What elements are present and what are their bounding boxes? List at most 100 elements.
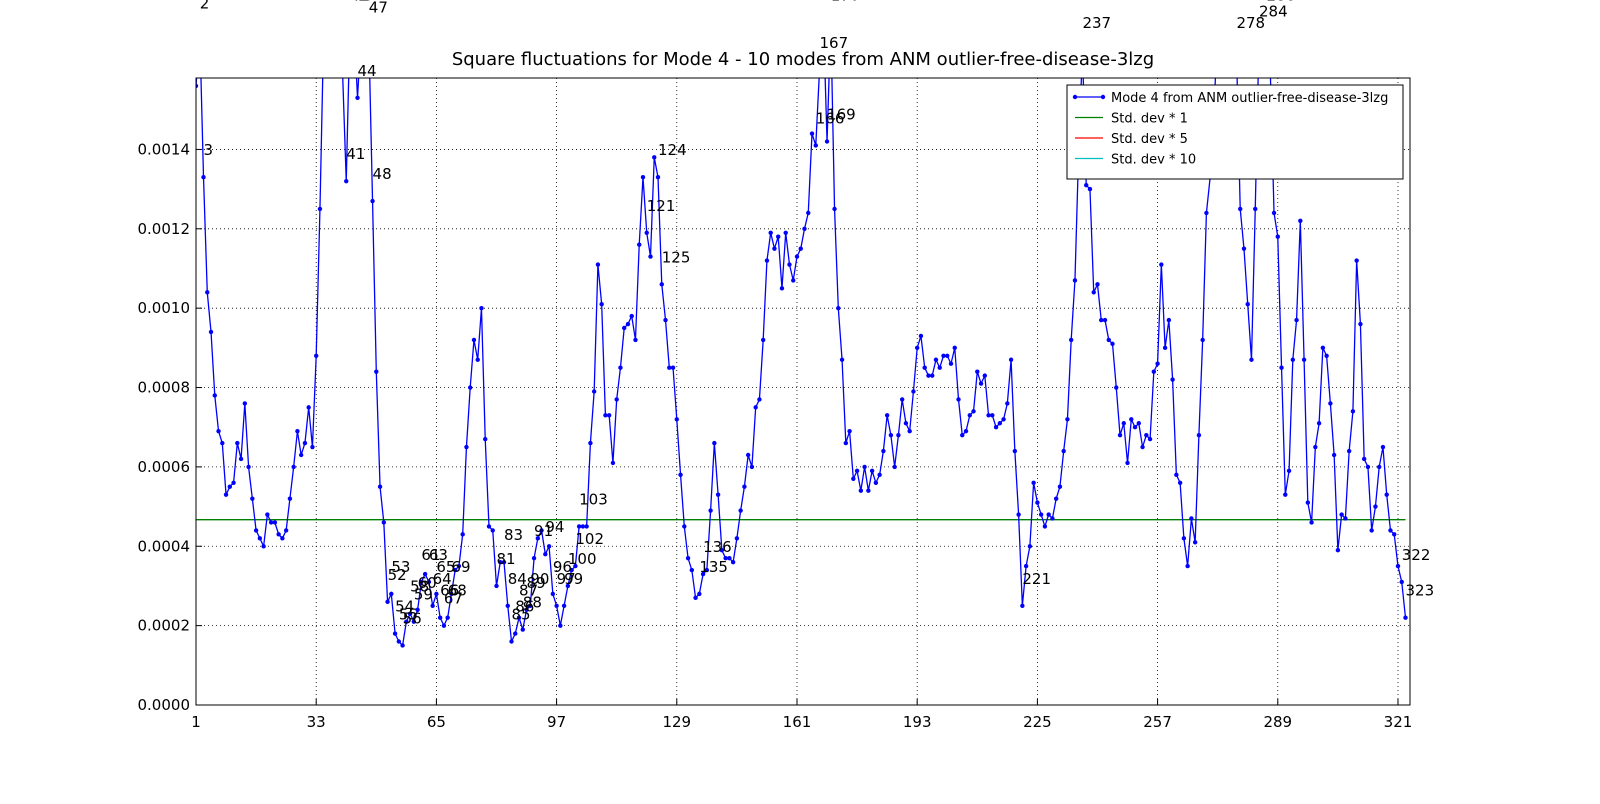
data-point xyxy=(764,258,770,263)
data-point xyxy=(1223,28,1227,32)
data-point xyxy=(595,262,601,267)
data-point xyxy=(389,591,394,597)
y-tick-label: 0.0012 xyxy=(138,220,191,238)
point-annotation: 125 xyxy=(662,248,691,266)
data-point xyxy=(659,282,664,287)
data-point xyxy=(220,440,225,446)
data-point xyxy=(824,139,830,144)
data-point xyxy=(580,524,586,529)
point-annotation: 121 xyxy=(647,197,676,215)
data-point xyxy=(1369,528,1374,533)
data-point xyxy=(494,583,499,589)
data-point xyxy=(926,373,931,378)
point-annotation: 89 xyxy=(527,574,546,592)
data-point xyxy=(205,290,210,295)
data-point xyxy=(1309,520,1314,525)
data-point xyxy=(471,337,477,343)
data-point xyxy=(1231,28,1235,32)
point-annotation: 61 xyxy=(421,546,440,564)
data-point xyxy=(509,639,514,644)
data-point xyxy=(1361,456,1367,462)
data-point xyxy=(1294,317,1299,323)
data-point xyxy=(381,520,387,525)
data-point xyxy=(881,448,886,454)
data-point xyxy=(1215,28,1219,32)
data-point xyxy=(1354,258,1359,263)
data-point xyxy=(1140,444,1145,450)
data-point xyxy=(1324,353,1329,358)
data-point xyxy=(1114,385,1119,390)
data-point xyxy=(591,389,597,394)
data-point xyxy=(618,365,623,370)
data-point xyxy=(1384,492,1389,497)
data-point xyxy=(674,417,679,422)
data-point xyxy=(689,567,695,573)
data-point xyxy=(941,353,946,358)
data-point xyxy=(667,365,672,370)
data-point xyxy=(727,555,732,561)
data-point xyxy=(407,611,413,616)
data-point xyxy=(599,301,604,307)
data-point xyxy=(359,28,363,32)
data-point xyxy=(625,321,631,327)
data-point xyxy=(648,254,653,259)
data-point xyxy=(287,496,293,501)
data-point xyxy=(524,607,529,612)
data-point xyxy=(460,532,465,537)
data-point xyxy=(768,230,773,235)
data-point xyxy=(1174,472,1179,478)
y-tick-label: 0.0010 xyxy=(138,299,191,317)
data-point xyxy=(392,631,398,636)
data-point xyxy=(464,444,469,450)
data-point xyxy=(1068,337,1074,343)
data-point xyxy=(528,603,533,608)
data-point xyxy=(216,428,221,434)
data-point xyxy=(610,460,616,466)
data-point xyxy=(1257,36,1261,40)
data-point xyxy=(576,524,582,529)
data-point xyxy=(468,385,473,390)
data-point xyxy=(257,536,263,541)
data-point xyxy=(1095,282,1100,287)
data-point xyxy=(952,345,957,351)
data-point xyxy=(1147,436,1153,442)
plot-area xyxy=(196,20,1408,648)
data-point xyxy=(1388,528,1393,533)
point-annotation: 53 xyxy=(391,558,410,576)
data-point xyxy=(1271,210,1277,216)
data-point xyxy=(888,432,894,438)
point-annotation: 83 xyxy=(504,526,523,544)
data-point xyxy=(1042,524,1048,529)
point-annotation: 67 xyxy=(444,590,463,608)
point-annotation: 103 xyxy=(579,490,608,508)
point-annotation: 84 xyxy=(508,570,527,588)
data-point xyxy=(238,456,244,462)
data-point xyxy=(877,472,882,478)
data-point xyxy=(1132,425,1138,430)
data-point xyxy=(1238,206,1243,212)
data-point xyxy=(565,583,571,589)
data-point xyxy=(1350,409,1356,414)
point-annotation: 322 xyxy=(1402,546,1431,564)
data-point xyxy=(272,520,278,525)
data-point xyxy=(1125,460,1130,466)
data-point xyxy=(1328,401,1333,406)
point-annotation: 91 xyxy=(534,522,553,540)
data-point xyxy=(829,20,833,24)
point-annotation: 166 xyxy=(816,109,845,127)
x-tick-label: 33 xyxy=(307,713,326,731)
data-point xyxy=(832,206,837,212)
point-annotation: 54 xyxy=(395,598,414,616)
data-point xyxy=(1084,182,1089,188)
data-point xyxy=(670,365,676,370)
point-annotation: 100 xyxy=(568,550,597,568)
data-point xyxy=(640,175,646,180)
data-point xyxy=(490,528,495,533)
data-point xyxy=(367,32,371,36)
data-point xyxy=(622,325,627,331)
y-tick-label: 0.0002 xyxy=(138,617,191,635)
data-point xyxy=(975,369,980,374)
data-point xyxy=(196,83,199,89)
data-point xyxy=(1136,421,1142,426)
data-point xyxy=(1091,290,1096,295)
